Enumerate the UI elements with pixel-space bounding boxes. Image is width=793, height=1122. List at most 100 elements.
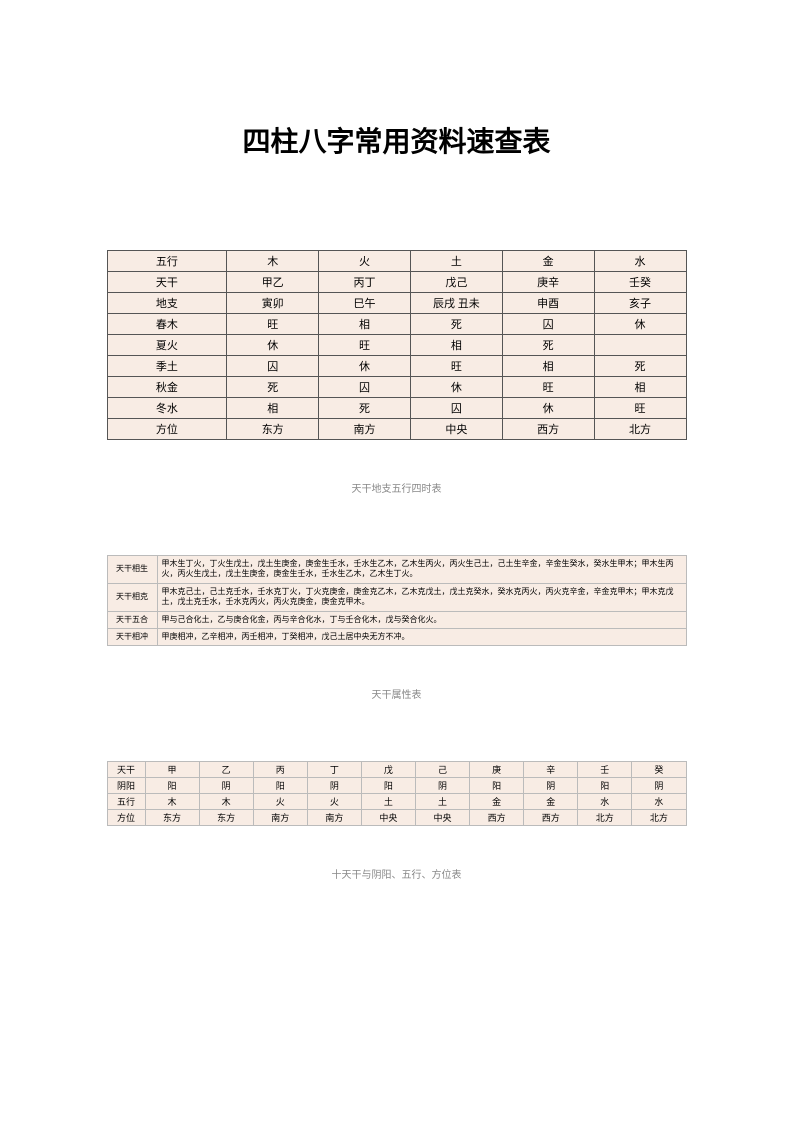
cell: 癸	[632, 762, 686, 778]
table-row: 天干相冲 甲庚相冲，乙辛相冲，丙壬相冲，丁癸相冲，戊己土居中央无方不冲。	[107, 628, 686, 645]
cell: 阴	[199, 778, 253, 794]
cell: 辰戌 丑未	[410, 293, 502, 314]
cell: 金	[524, 794, 578, 810]
cell: 戊己	[410, 272, 502, 293]
cell: 休	[410, 377, 502, 398]
cell: 西方	[502, 419, 594, 440]
cell: 阴阳	[107, 778, 145, 794]
table-row: 秋金 死 囚 休 旺 相	[107, 377, 686, 398]
cell: 阳	[578, 778, 632, 794]
cell: 五行	[107, 794, 145, 810]
cell: 北方	[632, 810, 686, 826]
document-page: 四柱八字常用资料速查表 五行 木 火 土 金 水 天干 甲乙 丙丁 戊己 庚辛 …	[0, 0, 793, 981]
cell: 中央	[361, 810, 415, 826]
cell: 相	[410, 335, 502, 356]
cell: 南方	[253, 810, 307, 826]
cell: 丙丁	[319, 272, 411, 293]
cell: 囚	[319, 377, 411, 398]
cell: 水	[578, 794, 632, 810]
cell: 天干	[107, 272, 227, 293]
cell: 庚辛	[502, 272, 594, 293]
table-row: 天干 甲乙 丙丁 戊己 庚辛 壬癸	[107, 272, 686, 293]
cell: 庚	[470, 762, 524, 778]
cell: 火	[307, 794, 361, 810]
cell: 休	[227, 335, 319, 356]
cell: 中央	[415, 810, 469, 826]
cell: 丁	[307, 762, 361, 778]
cell: 土	[410, 251, 502, 272]
cell: 土	[415, 794, 469, 810]
cell: 旺	[502, 377, 594, 398]
cell: 木	[145, 794, 199, 810]
cell: 申酉	[502, 293, 594, 314]
cell: 甲	[145, 762, 199, 778]
cell: 壬癸	[594, 272, 686, 293]
table-row: 春木 旺 相 死 囚 休	[107, 314, 686, 335]
cell: 方位	[107, 419, 227, 440]
cell: 休	[502, 398, 594, 419]
cell: 阳	[470, 778, 524, 794]
cell: 相	[594, 377, 686, 398]
cell: 死	[502, 335, 594, 356]
row-text: 甲木克己土，己土克壬水，壬水克丁火，丁火克庚金，庚金克乙木，乙木克戊土，戊土克癸…	[157, 583, 686, 611]
cell: 相	[502, 356, 594, 377]
cell: 相	[227, 398, 319, 419]
table-row: 天干 甲 乙 丙 丁 戊 己 庚 辛 壬 癸	[107, 762, 686, 778]
row-label: 天干相生	[107, 556, 157, 584]
row-text: 甲庚相冲，乙辛相冲，丙壬相冲，丁癸相冲，戊己土居中央无方不冲。	[157, 628, 686, 645]
cell: 甲乙	[227, 272, 319, 293]
cell: 丙	[253, 762, 307, 778]
cell: 死	[319, 398, 411, 419]
cell: 囚	[227, 356, 319, 377]
cell: 五行	[107, 251, 227, 272]
cell: 夏火	[107, 335, 227, 356]
cell: 东方	[227, 419, 319, 440]
cell: 休	[594, 314, 686, 335]
table-row: 季土 囚 休 旺 相 死	[107, 356, 686, 377]
cell: 金	[470, 794, 524, 810]
cell: 乙	[199, 762, 253, 778]
cell: 秋金	[107, 377, 227, 398]
cell: 旺	[319, 335, 411, 356]
table2-caption: 天干属性表	[50, 686, 743, 701]
wuxing-sishi-table: 五行 木 火 土 金 水 天干 甲乙 丙丁 戊己 庚辛 壬癸 地支 寅卯 巳午 …	[107, 250, 687, 440]
table3-caption: 十天干与阴阳、五行、方位表	[50, 866, 743, 881]
cell: 阴	[415, 778, 469, 794]
cell: 亥子	[594, 293, 686, 314]
table-row: 天干相生 甲木生丁火，丁火生戊土，戊土生庚金，庚金生壬水，壬水生乙木，乙木生丙火…	[107, 556, 686, 584]
cell: 南方	[307, 810, 361, 826]
row-text: 甲木生丁火，丁火生戊土，戊土生庚金，庚金生壬水，壬水生乙木，乙木生丙火，丙火生己…	[157, 556, 686, 584]
cell: 阳	[361, 778, 415, 794]
table-row: 冬水 相 死 囚 休 旺	[107, 398, 686, 419]
row-label: 天干相克	[107, 583, 157, 611]
page-title: 四柱八字常用资料速查表	[50, 120, 743, 160]
cell: 戊	[361, 762, 415, 778]
cell: 水	[632, 794, 686, 810]
cell: 南方	[319, 419, 411, 440]
cell: 地支	[107, 293, 227, 314]
table-row: 五行 木 火 土 金 水	[107, 251, 686, 272]
cell: 己	[415, 762, 469, 778]
cell: 水	[594, 251, 686, 272]
cell: 巳午	[319, 293, 411, 314]
row-label: 天干相冲	[107, 628, 157, 645]
cell: 金	[502, 251, 594, 272]
cell	[594, 335, 686, 356]
tiangan-attribute-table: 天干相生 甲木生丁火，丁火生戊土，戊土生庚金，庚金生壬水，壬水生乙木，乙木生丙火…	[107, 555, 687, 646]
cell: 旺	[410, 356, 502, 377]
cell: 阳	[253, 778, 307, 794]
cell: 西方	[470, 810, 524, 826]
cell: 死	[594, 356, 686, 377]
cell: 相	[319, 314, 411, 335]
cell: 北方	[594, 419, 686, 440]
cell: 东方	[199, 810, 253, 826]
cell: 中央	[410, 419, 502, 440]
cell: 火	[253, 794, 307, 810]
cell: 休	[319, 356, 411, 377]
cell: 天干	[107, 762, 145, 778]
table-row: 五行 木 木 火 火 土 土 金 金 水 水	[107, 794, 686, 810]
table-row: 天干相克 甲木克己土，己土克壬水，壬水克丁火，丁火克庚金，庚金克乙木，乙木克戊土…	[107, 583, 686, 611]
table-row: 阴阳 阳 阴 阳 阴 阳 阴 阳 阴 阳 阴	[107, 778, 686, 794]
cell: 火	[319, 251, 411, 272]
table-row: 方位 东方 南方 中央 西方 北方	[107, 419, 686, 440]
